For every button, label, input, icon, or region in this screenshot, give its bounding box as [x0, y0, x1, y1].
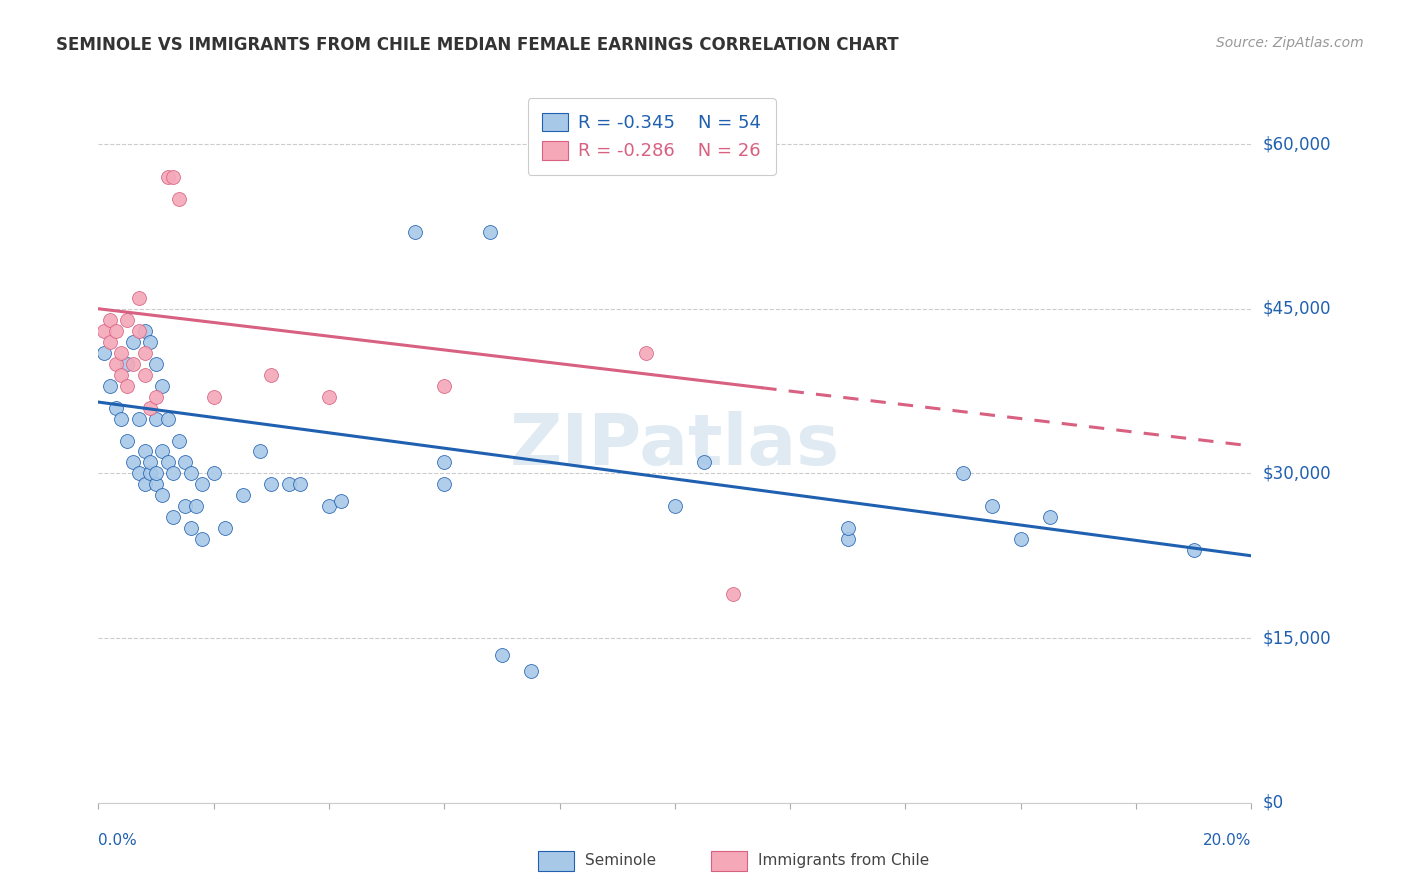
Point	[145, 477, 167, 491]
Point	[117, 357, 138, 371]
Point	[186, 500, 208, 514]
Point	[98, 378, 121, 392]
Point	[150, 378, 173, 392]
Text: $45,000: $45,000	[1263, 300, 1331, 318]
Point	[167, 434, 190, 448]
Point	[693, 455, 716, 469]
Point	[1010, 533, 1032, 547]
Point	[174, 500, 197, 514]
Point	[249, 444, 271, 458]
Point	[156, 169, 179, 184]
Text: Immigrants from Chile: Immigrants from Chile	[758, 854, 929, 868]
Point	[433, 455, 456, 469]
Point	[202, 467, 225, 481]
Point	[433, 378, 456, 392]
Point	[721, 587, 744, 601]
Point	[1038, 510, 1062, 524]
Point	[837, 521, 859, 535]
Point	[117, 312, 138, 326]
Point	[664, 500, 686, 514]
Point	[122, 455, 145, 469]
Legend: R = -0.345    N = 54, R = -0.286    N = 26: R = -0.345 N = 54, R = -0.286 N = 26	[527, 98, 776, 175]
Point	[260, 368, 283, 382]
Point	[98, 312, 121, 326]
Point	[117, 434, 138, 448]
Point	[180, 467, 202, 481]
Point	[156, 455, 179, 469]
Text: ZIPatlas: ZIPatlas	[510, 411, 839, 481]
Point	[134, 444, 156, 458]
Point	[318, 500, 340, 514]
Point	[150, 444, 173, 458]
Point	[139, 455, 162, 469]
Point	[145, 411, 167, 425]
Text: 0.0%: 0.0%	[98, 833, 138, 848]
Point	[104, 357, 127, 371]
Text: $0: $0	[1263, 794, 1284, 812]
Point	[122, 357, 145, 371]
Text: $15,000: $15,000	[1263, 629, 1331, 647]
Point	[191, 477, 214, 491]
Point	[191, 533, 214, 547]
Point	[636, 345, 658, 359]
Point	[174, 455, 197, 469]
Text: $60,000: $60,000	[1263, 135, 1331, 153]
Point	[260, 477, 283, 491]
Point	[98, 334, 121, 349]
Text: 20.0%: 20.0%	[1204, 833, 1251, 848]
Point	[231, 488, 254, 502]
Point	[134, 477, 156, 491]
Point	[156, 411, 179, 425]
Point	[162, 169, 184, 184]
Point	[162, 467, 184, 481]
Point	[139, 334, 162, 349]
Point	[952, 467, 974, 481]
Point	[837, 533, 859, 547]
Point	[479, 225, 502, 239]
Point	[128, 411, 150, 425]
Point	[104, 401, 127, 415]
Point	[134, 368, 156, 382]
Point	[93, 324, 115, 338]
Point	[145, 390, 167, 404]
Point	[167, 192, 190, 206]
Text: $30,000: $30,000	[1263, 465, 1331, 483]
Text: Seminole: Seminole	[585, 854, 657, 868]
Point	[277, 477, 299, 491]
Point	[104, 324, 127, 338]
Point	[93, 345, 115, 359]
Point	[520, 664, 543, 678]
Point	[128, 291, 150, 305]
Point	[117, 378, 138, 392]
Point	[134, 345, 156, 359]
Point	[290, 477, 312, 491]
Point	[110, 411, 132, 425]
Point	[491, 648, 513, 662]
Text: Source: ZipAtlas.com: Source: ZipAtlas.com	[1216, 36, 1364, 50]
Point	[150, 488, 173, 502]
Point	[145, 467, 167, 481]
Point	[318, 390, 340, 404]
Point	[433, 477, 456, 491]
Point	[214, 521, 236, 535]
Point	[145, 357, 167, 371]
Point	[139, 467, 162, 481]
Point	[139, 401, 162, 415]
Point	[162, 510, 184, 524]
Point	[134, 324, 156, 338]
Point	[110, 345, 132, 359]
Point	[122, 334, 145, 349]
Point	[1182, 543, 1205, 558]
Point	[128, 324, 150, 338]
Point	[202, 390, 225, 404]
Text: SEMINOLE VS IMMIGRANTS FROM CHILE MEDIAN FEMALE EARNINGS CORRELATION CHART: SEMINOLE VS IMMIGRANTS FROM CHILE MEDIAN…	[56, 36, 898, 54]
Point	[405, 225, 427, 239]
Point	[128, 467, 150, 481]
Point	[180, 521, 202, 535]
Point	[110, 368, 132, 382]
Point	[981, 500, 1004, 514]
Point	[329, 494, 352, 508]
